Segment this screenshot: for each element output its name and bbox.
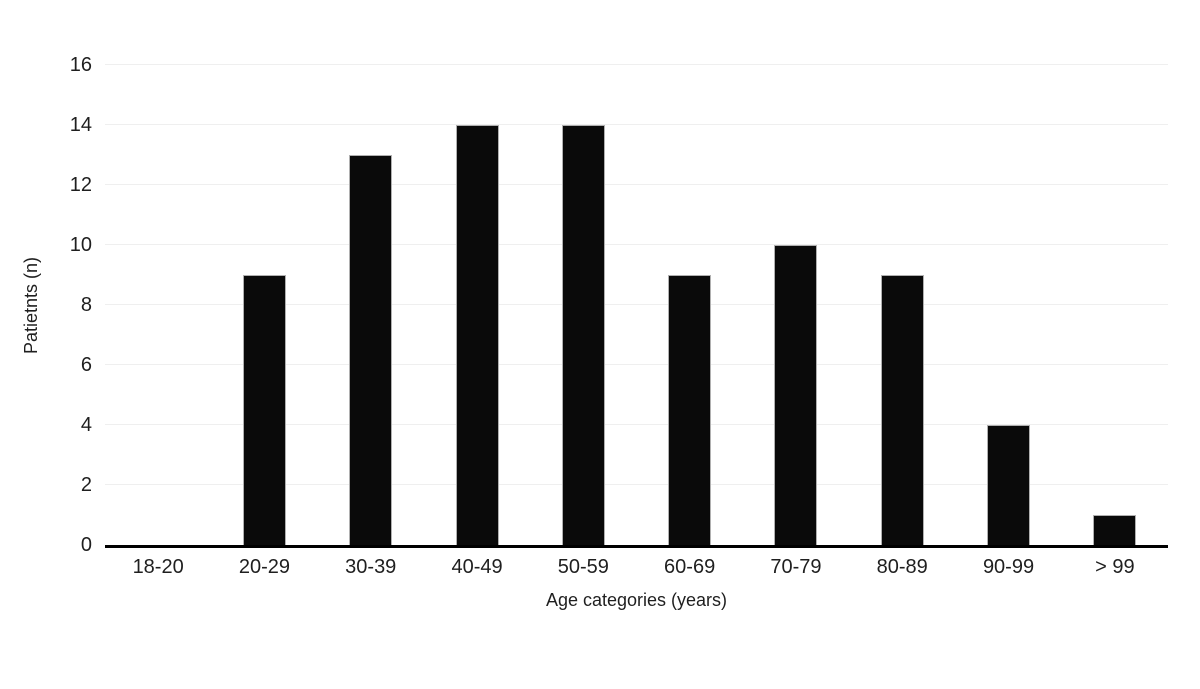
gridline	[105, 64, 1168, 65]
x-tick-label: > 99	[1095, 556, 1135, 578]
bar-50-59	[561, 125, 605, 545]
x-tick-label: 30-39	[345, 556, 397, 578]
x-tick-label: 60-69	[664, 556, 716, 578]
gridline	[105, 484, 1168, 485]
x-axis-ticks: 18-20 20-29 30-39 40-49 50-59 60-69 70-79 80-89…	[105, 557, 1168, 577]
y-tick-label: 14	[69, 114, 92, 136]
bar-slot	[955, 65, 1061, 545]
bar-70-79	[774, 245, 818, 545]
y-tick-label: 2	[80, 474, 92, 496]
bar-80-89	[880, 275, 924, 545]
bar-40-49	[455, 125, 499, 545]
plot-area	[105, 64, 1168, 548]
y-tick-label: 0	[80, 534, 92, 556]
bar-60-69	[668, 275, 712, 545]
gridline	[105, 424, 1168, 425]
y-tick-label: 8	[80, 294, 92, 316]
x-tick-label: 50-59	[557, 556, 609, 578]
x-tick-label: 40-49	[451, 556, 503, 578]
bar-slot	[211, 65, 317, 545]
bar-slot	[318, 65, 424, 545]
bar-90-99	[987, 425, 1031, 545]
y-tick-label: 6	[80, 354, 92, 376]
bar-slot	[636, 65, 742, 545]
bar-slot	[1062, 65, 1168, 545]
bar-slot	[849, 65, 955, 545]
bar-slot	[743, 65, 849, 545]
gridline	[105, 124, 1168, 125]
y-tick-label: 4	[80, 414, 92, 436]
x-axis-title: Age categories (years)	[545, 590, 728, 610]
y-tick-label: 10	[69, 234, 92, 256]
bar-slot	[424, 65, 530, 545]
gridline	[105, 364, 1168, 365]
bar->99	[1093, 515, 1137, 545]
gridlines	[105, 64, 1168, 545]
gridline	[105, 244, 1168, 245]
x-tick-label: 90-99	[982, 556, 1035, 578]
bar-slot	[105, 65, 211, 545]
gridline	[105, 304, 1168, 305]
gridline	[105, 184, 1168, 185]
y-tick-label: 12	[69, 174, 92, 196]
x-tick-label: 80-89	[876, 556, 928, 578]
bar-30-39	[349, 155, 393, 545]
y-tick-label: 16	[69, 54, 92, 76]
y-axis-ticks: 0 2 4 6 8 10 12 14 16	[0, 55, 92, 555]
bar-slot	[530, 65, 636, 545]
x-tick-label: 70-79	[770, 556, 822, 578]
bar-20-29	[242, 275, 286, 545]
bars	[105, 65, 1168, 545]
x-tick-label: 20-29	[238, 556, 291, 578]
x-tick-label: 18-20	[132, 556, 184, 578]
